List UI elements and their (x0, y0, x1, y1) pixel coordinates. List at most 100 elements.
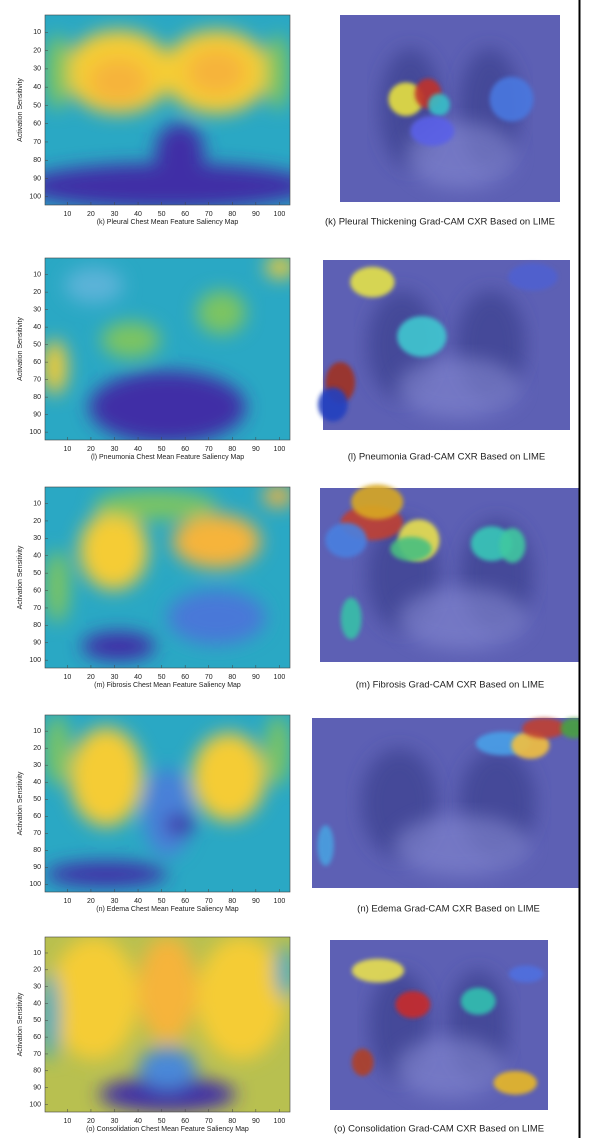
y-tick-label: 10 (33, 29, 41, 36)
x-tick-label: 70 (205, 898, 213, 905)
y-tick-label: 70 (33, 830, 41, 837)
heatmap-blob (172, 514, 260, 568)
x-tick-label: 10 (63, 898, 71, 905)
y-tick-label: 10 (33, 500, 41, 507)
y-axis-label: Activation Sensitivity (17, 545, 24, 609)
heatmap (43, 256, 295, 443)
heart (394, 815, 531, 876)
x-tick-label: 30 (111, 898, 119, 905)
y-tick-label: 20 (33, 745, 41, 752)
heart (395, 1037, 504, 1098)
x-tick-label: 60 (181, 211, 189, 218)
map-caption: (k) Pleural Chest Mean Feature Saliency … (97, 219, 239, 226)
x-tick-label: 40 (134, 1118, 142, 1125)
grad-cam-image: (m) Fibrosis Grad-CAM CXR Based on LIME (320, 485, 580, 691)
y-tick-label: 10 (33, 271, 41, 278)
cam-caption: (o) Consolidation Grad-CAM CXR Based on … (334, 1124, 544, 1135)
x-tick-label: 40 (134, 211, 142, 218)
heatmap-blob (197, 937, 285, 1060)
y-tick-label: 60 (33, 121, 41, 128)
heatmap-blob (79, 511, 148, 591)
lime-region (509, 966, 544, 983)
x-tick-label: 80 (228, 211, 236, 218)
lime-region (499, 528, 525, 563)
y-tick-label: 20 (33, 518, 41, 525)
y-tick-label: 100 (29, 1101, 41, 1108)
x-tick-label: 30 (111, 446, 119, 453)
lime-region (318, 388, 348, 422)
cam-caption: (m) Fibrosis Grad-CAM CXR Based on LIME (356, 680, 544, 691)
x-tick-label: 90 (252, 674, 260, 681)
y-tick-label: 80 (33, 847, 41, 854)
y-tick-label: 70 (33, 139, 41, 146)
heatmap-blob (101, 322, 160, 358)
y-tick-label: 70 (33, 1051, 41, 1058)
heatmap-blob (143, 768, 192, 857)
cam-caption: (n) Edema Grad-CAM CXR Based on LIME (357, 904, 540, 915)
heatmap (21, 15, 315, 209)
y-tick-label: 40 (33, 779, 41, 786)
map-caption: (l) Pneumonia Chest Mean Feature Salienc… (91, 454, 244, 461)
y-tick-label: 80 (33, 1068, 41, 1075)
y-axis-label: Activation Sensitivity (17, 992, 24, 1056)
x-tick-label: 80 (228, 674, 236, 681)
x-tick-label: 40 (134, 674, 142, 681)
y-tick-label: 70 (33, 376, 41, 383)
lime-region (410, 116, 454, 146)
saliency-map: 1020304050607080901001020304050607080901… (17, 715, 290, 913)
y-tick-label: 60 (33, 359, 41, 366)
lime-region (390, 537, 432, 561)
y-tick-label: 90 (33, 1084, 41, 1091)
heatmap-blob (45, 715, 70, 786)
y-axis-label: Activation Sensitivity (17, 771, 24, 835)
x-tick-label: 70 (205, 674, 213, 681)
heart (397, 357, 520, 418)
heatmap-blob (45, 550, 70, 622)
saliency-map: 1020304050607080901001020304050607080901… (17, 256, 295, 461)
heatmap-blob (168, 590, 266, 644)
y-tick-label: 40 (33, 1000, 41, 1007)
heatmap-blob (45, 34, 70, 110)
lime-region (352, 1049, 374, 1076)
y-tick-label: 90 (33, 640, 41, 647)
x-tick-label: 90 (252, 898, 260, 905)
heatmap-blob (197, 291, 246, 335)
y-tick-label: 50 (33, 570, 41, 577)
heatmap-blob (275, 946, 295, 999)
heatmap-blob (43, 340, 68, 395)
heatmap-blob (187, 49, 246, 95)
y-tick-label: 60 (33, 587, 41, 594)
x-tick-label: 100 (274, 898, 286, 905)
x-tick-label: 50 (158, 446, 166, 453)
x-tick-label: 70 (205, 211, 213, 218)
heatmap-blob (94, 491, 217, 520)
grad-cam-image: (l) Pneumonia Grad-CAM CXR Based on LIME (318, 260, 570, 463)
x-tick-label: 80 (228, 1118, 236, 1125)
y-tick-label: 30 (33, 983, 41, 990)
x-tick-label: 30 (111, 1118, 119, 1125)
heatmap-blob (266, 34, 291, 110)
heatmap-blob (65, 267, 124, 303)
map-caption: (n) Edema Chest Mean Feature Saliency Ma… (96, 906, 239, 913)
lime-region (317, 825, 333, 866)
cam-caption: (k) Pleural Thickening Grad-CAM CXR Base… (325, 217, 555, 228)
x-tick-label: 20 (87, 446, 95, 453)
y-tick-label: 90 (33, 175, 41, 182)
x-tick-label: 60 (181, 1118, 189, 1125)
x-tick-label: 80 (228, 446, 236, 453)
map-caption: (m) Fibrosis Chest Mean Feature Saliency… (94, 682, 241, 689)
lime-region (325, 523, 367, 558)
y-tick-label: 80 (33, 394, 41, 401)
heatmap-blob (138, 1047, 197, 1089)
lime-region (490, 77, 534, 122)
x-tick-label: 80 (228, 898, 236, 905)
heatmap-blob (263, 485, 292, 507)
y-axis-label: Activation Sensitivity (17, 317, 24, 381)
y-tick-label: 100 (29, 881, 41, 888)
x-tick-label: 100 (274, 674, 286, 681)
heatmap-blob (70, 727, 144, 826)
x-tick-label: 10 (63, 674, 71, 681)
heatmap-blob (266, 256, 295, 278)
